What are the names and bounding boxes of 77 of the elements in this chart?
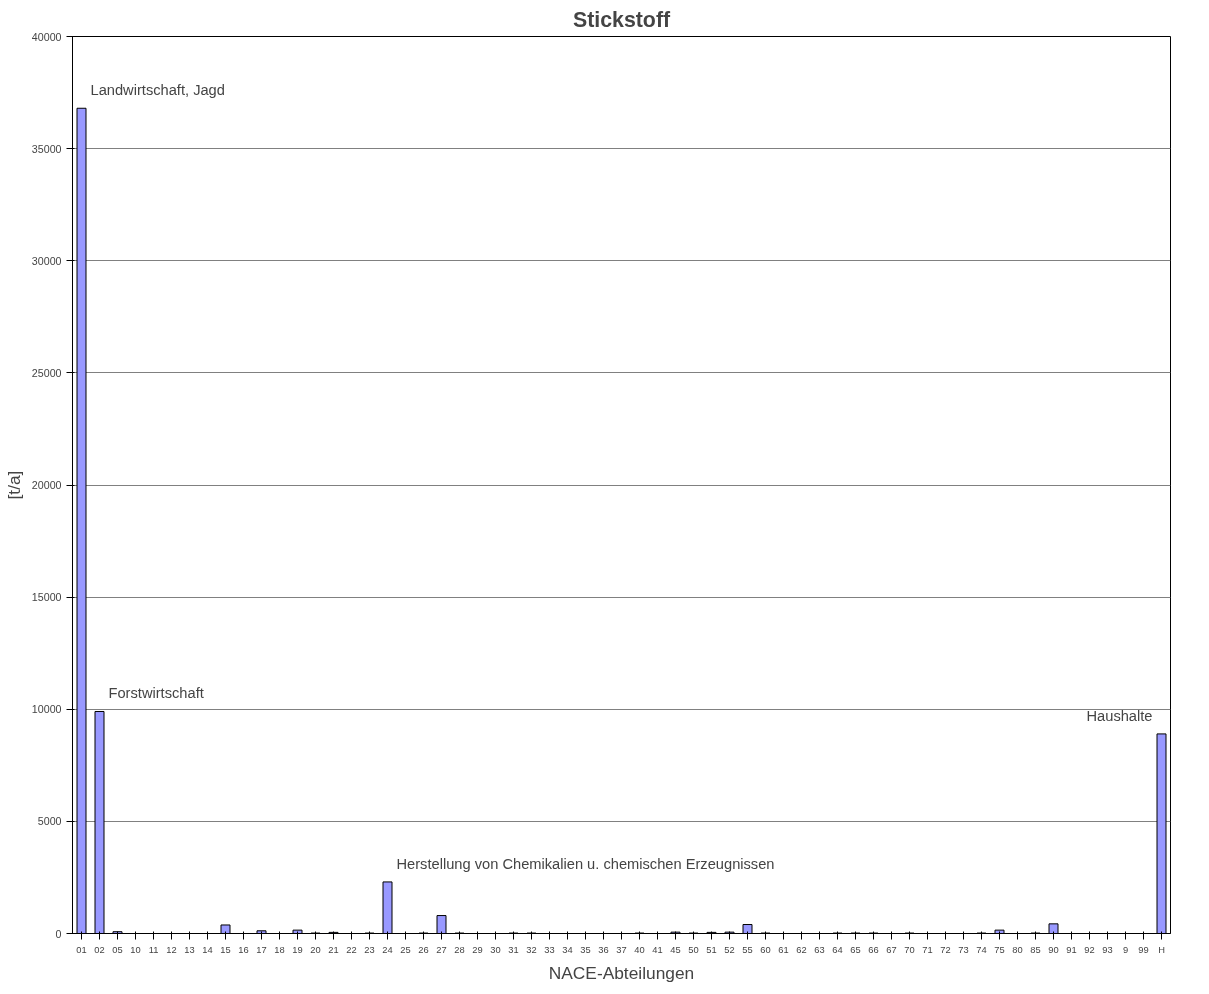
- x-tick-label: 10: [130, 944, 141, 955]
- y-tick-label: 5000: [37, 815, 62, 828]
- x-tick-label: 27: [436, 944, 447, 955]
- x-tick-label: 50: [688, 944, 699, 955]
- y-tick-label: 0: [55, 927, 62, 940]
- x-tick-label: 24: [382, 944, 393, 955]
- x-tick-label: 65: [850, 944, 861, 955]
- x-tick-label: 64: [832, 944, 843, 955]
- x-tick-label: 31: [508, 944, 519, 955]
- annotation: Forstwirtschaft: [108, 685, 204, 702]
- x-tick-label: 80: [1012, 944, 1023, 955]
- x-tick-label: 34: [562, 944, 573, 955]
- y-tick-label: 20000: [31, 479, 62, 491]
- annotation: Haushalte: [1086, 707, 1153, 724]
- x-tick-label: 93: [1102, 944, 1113, 955]
- x-tick-label: 36: [598, 944, 609, 955]
- y-tick-label: 25000: [31, 366, 62, 379]
- x-tick-label: 05: [112, 944, 123, 955]
- x-tick-label: 61: [778, 944, 789, 955]
- x-tick-label: 41: [652, 944, 663, 955]
- x-tick-label: 91: [1066, 944, 1077, 955]
- x-tick-label: 90: [1048, 944, 1059, 955]
- x-tick-label: 13: [184, 944, 195, 955]
- x-tick-label: 99: [1138, 944, 1149, 955]
- x-tick-label: 12: [166, 944, 177, 955]
- x-tick-label: 45: [670, 944, 681, 955]
- x-tick-label: 71: [922, 944, 933, 955]
- x-tick-label: 73: [958, 944, 969, 955]
- x-tick-label: H: [1158, 944, 1165, 955]
- x-tick-label: 55: [742, 944, 753, 955]
- x-tick-label: 15: [220, 944, 231, 955]
- x-tick-label: 01: [76, 944, 87, 955]
- x-tick-label: 28: [454, 944, 465, 955]
- x-tick-label: 35: [580, 944, 591, 955]
- chart-title: Stickstoff: [572, 7, 671, 32]
- x-tick-label: 02: [94, 944, 105, 955]
- x-tick-label: 16: [238, 944, 249, 955]
- x-tick-label: 33: [544, 944, 555, 955]
- x-tick-label: 23: [364, 944, 375, 955]
- y-tick-label: 15000: [31, 591, 62, 604]
- x-tick-label: 37: [616, 944, 627, 955]
- x-tick-label: 85: [1030, 944, 1041, 955]
- x-tick-label: 92: [1084, 944, 1095, 955]
- x-tick-label: 17: [256, 944, 267, 955]
- x-tick-label: 75: [994, 944, 1005, 955]
- x-tick-label: 70: [904, 944, 915, 955]
- x-tick-label: 9: [1122, 944, 1129, 955]
- x-tick-label: 20: [310, 944, 321, 955]
- x-tick-label: 40: [634, 944, 645, 955]
- x-tick-label: 25: [400, 944, 411, 955]
- y-tick-label: 35000: [31, 142, 62, 155]
- x-tick-label: 62: [796, 944, 807, 955]
- y-tick-label: 10000: [31, 703, 62, 716]
- x-tick-label: 22: [346, 944, 357, 955]
- x-tick-label: 66: [868, 944, 879, 955]
- x-tick-label: 30: [490, 944, 501, 955]
- x-tick-label: 74: [976, 944, 987, 955]
- y-tick-label: 30000: [31, 254, 62, 267]
- x-tick-label: 67: [886, 944, 897, 955]
- x-tick-label: 51: [706, 944, 717, 955]
- x-tick-label: 52: [724, 944, 735, 955]
- x-tick-label: 26: [418, 944, 429, 955]
- x-tick-label: 60: [760, 944, 771, 955]
- x-tick-label: 21: [328, 944, 339, 955]
- y-tick-label: 40000: [31, 30, 62, 43]
- x-tick-label: 19: [292, 944, 303, 955]
- x-tick-label: 18: [274, 944, 285, 955]
- annotation: Landwirtschaft, Jagd: [90, 82, 225, 99]
- x-tick-label: 14: [202, 944, 213, 955]
- x-tick-label: 11: [148, 944, 159, 955]
- x-tick-label: 63: [814, 944, 825, 955]
- x-axis-title: NACE-Abteilungen: [548, 962, 695, 983]
- x-tick-label: 32: [526, 944, 537, 955]
- x-tick-label: 29: [472, 944, 483, 955]
- y-axis-title: [t/a]: [3, 470, 24, 500]
- annotation: Herstellung von Chemikalien u. chemischen Erzeugnissen: [396, 855, 775, 872]
- x-tick-label: 72: [940, 944, 951, 955]
